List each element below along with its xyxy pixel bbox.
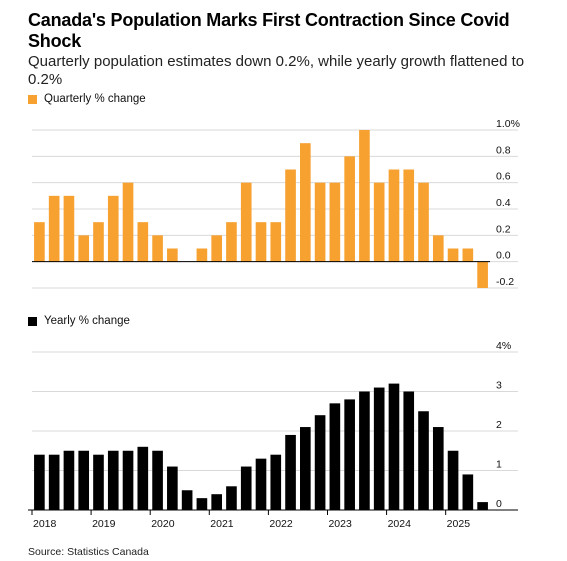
bar bbox=[418, 411, 429, 510]
y-tick-label: 3 bbox=[496, 380, 502, 392]
bar bbox=[359, 391, 370, 510]
y-tick-label: 0.6 bbox=[496, 171, 511, 183]
x-tick-label: 2023 bbox=[328, 518, 352, 530]
bar bbox=[432, 235, 444, 262]
bar bbox=[403, 169, 415, 262]
bar bbox=[388, 383, 400, 510]
y-tick-label: 1 bbox=[496, 459, 502, 471]
bar bbox=[181, 490, 193, 510]
bar bbox=[270, 222, 282, 262]
chart-subtitle: Quarterly population estimates down 0.2%… bbox=[28, 53, 525, 88]
y-tick-label: 4% bbox=[496, 340, 511, 352]
bar bbox=[34, 454, 45, 510]
x-tick-label: 2020 bbox=[151, 518, 175, 530]
quarterly-legend: Quarterly % change bbox=[28, 93, 146, 105]
bar bbox=[418, 182, 429, 262]
bar bbox=[226, 222, 237, 262]
bar bbox=[167, 466, 178, 510]
bar bbox=[137, 446, 149, 510]
source-note: Source: Statistics Canada bbox=[28, 546, 149, 558]
bar bbox=[344, 156, 355, 262]
chart-title: Canada's Population Marks First Contract… bbox=[28, 10, 510, 51]
bar bbox=[462, 474, 474, 510]
bar bbox=[344, 399, 355, 510]
x-tick-label: 2021 bbox=[210, 518, 234, 530]
bar bbox=[137, 222, 149, 262]
x-tick-label: 2025 bbox=[447, 518, 471, 530]
bar bbox=[78, 450, 90, 510]
x-tick-label: 2024 bbox=[388, 518, 412, 530]
bar bbox=[93, 222, 104, 262]
quarterly-legend-swatch bbox=[28, 94, 37, 104]
bar bbox=[477, 502, 488, 510]
bar bbox=[462, 248, 474, 262]
bar bbox=[447, 248, 459, 262]
x-tick-label: 2018 bbox=[33, 518, 57, 530]
bar bbox=[359, 130, 370, 262]
bar bbox=[285, 169, 296, 262]
bar bbox=[300, 143, 311, 262]
bar bbox=[300, 427, 311, 510]
x-tick-label: 2019 bbox=[92, 518, 116, 530]
bar bbox=[373, 387, 385, 510]
bar bbox=[152, 450, 163, 510]
bar bbox=[270, 454, 282, 510]
bar bbox=[314, 415, 326, 510]
bar bbox=[255, 222, 267, 262]
bar bbox=[477, 261, 488, 288]
bar bbox=[403, 391, 415, 510]
bar bbox=[314, 182, 326, 262]
bar bbox=[226, 486, 237, 510]
yearly-legend-label: Yearly % change bbox=[44, 315, 130, 327]
bar bbox=[329, 182, 341, 262]
bar bbox=[211, 494, 222, 510]
y-tick-label: 0.4 bbox=[496, 197, 511, 209]
y-tick-label: 2 bbox=[496, 419, 502, 431]
bar bbox=[432, 427, 444, 510]
bar bbox=[196, 498, 208, 510]
bar bbox=[211, 235, 222, 262]
bar bbox=[122, 450, 134, 510]
bar bbox=[196, 248, 208, 262]
bar bbox=[63, 450, 75, 510]
bar bbox=[373, 182, 385, 262]
bar bbox=[388, 169, 400, 262]
x-tick-label: 2022 bbox=[269, 518, 293, 530]
y-tick-label: 0.2 bbox=[496, 223, 511, 235]
y-tick-label: 0.8 bbox=[496, 144, 511, 156]
bar bbox=[93, 454, 104, 510]
bar bbox=[107, 195, 119, 262]
y-tick-label: 1.0% bbox=[496, 118, 520, 130]
bar bbox=[122, 182, 134, 262]
bar bbox=[240, 182, 252, 262]
yearly-legend: Yearly % change bbox=[28, 315, 130, 327]
bar bbox=[34, 222, 45, 262]
bar bbox=[48, 195, 60, 262]
bar bbox=[240, 466, 252, 510]
bar bbox=[48, 454, 60, 510]
bar bbox=[78, 235, 90, 262]
bar bbox=[167, 248, 178, 262]
y-tick-label: 0.0 bbox=[496, 250, 511, 262]
y-tick-label: 0 bbox=[496, 498, 502, 510]
bar bbox=[329, 403, 341, 510]
bar bbox=[255, 458, 267, 510]
bar bbox=[285, 434, 296, 510]
bar bbox=[107, 450, 119, 510]
y-tick-label: -0.2 bbox=[496, 276, 514, 288]
bar bbox=[152, 235, 163, 262]
bar bbox=[63, 195, 75, 262]
bar bbox=[447, 450, 459, 510]
quarterly-legend-label: Quarterly % change bbox=[44, 93, 146, 105]
yearly-legend-swatch bbox=[28, 316, 37, 326]
